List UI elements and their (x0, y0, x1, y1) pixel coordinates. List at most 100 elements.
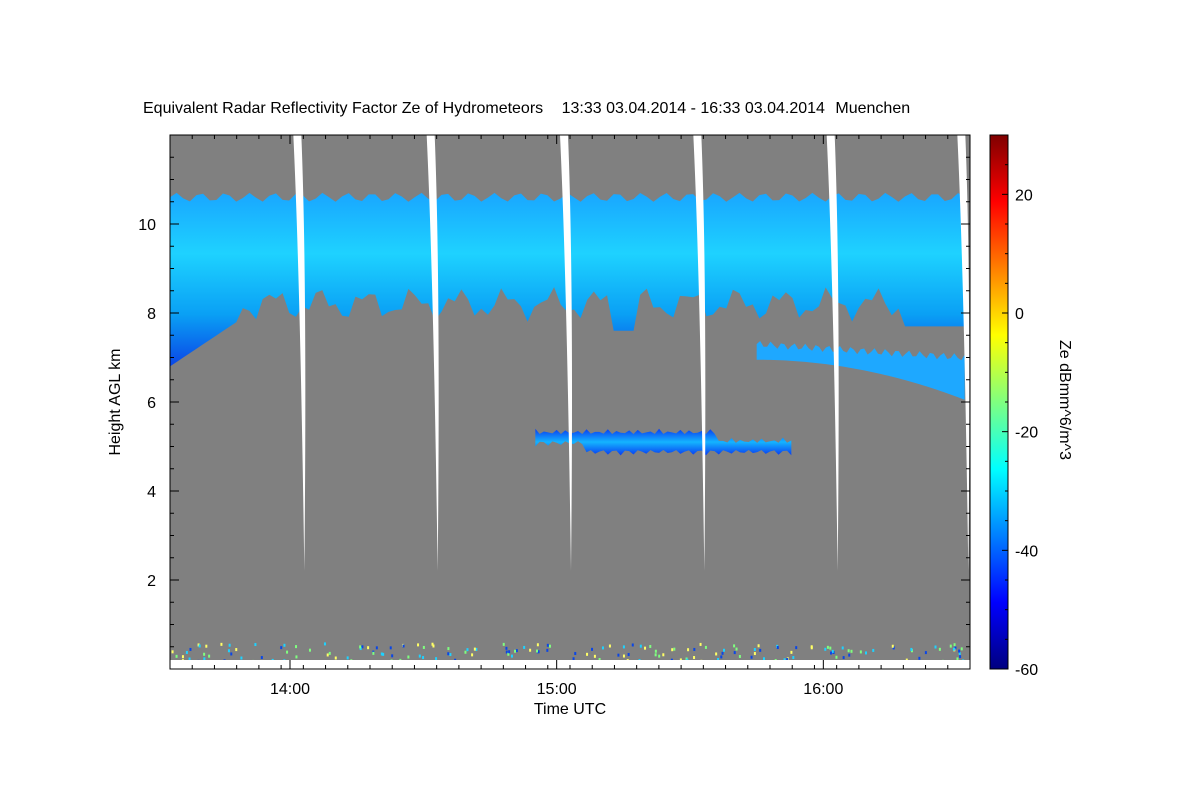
surface-clutter-pixel (662, 653, 664, 656)
surface-clutter-pixel (961, 647, 963, 650)
surface-clutter-pixel (754, 648, 756, 651)
surface-clutter-pixel (228, 649, 230, 652)
surface-clutter-pixel (751, 656, 753, 659)
surface-clutter-pixel (423, 646, 425, 649)
surface-clutter-pixel (705, 646, 707, 649)
surface-clutter-pixel (918, 657, 920, 660)
surface-clutter-pixel (447, 652, 449, 655)
surface-clutter-pixel (203, 653, 205, 656)
surface-clutter-pixel (591, 648, 593, 651)
surface-clutter-pixel (953, 648, 955, 651)
surface-clutter-pixel (693, 648, 695, 651)
surface-clutter-pixel (655, 653, 657, 656)
surface-clutter-pixel (722, 652, 724, 655)
surface-clutter-pixel (758, 644, 760, 647)
surface-clutter-pixel (295, 645, 297, 648)
surface-clutter-pixel (848, 649, 850, 652)
colorbar-tick-label: 20 (1015, 187, 1033, 204)
surface-clutter-pixel (381, 652, 383, 655)
chart-title: Equivalent Radar Reflectivity Factor Ze … (143, 100, 910, 117)
surface-clutter-pixel (763, 657, 765, 660)
y-tick-label: 10 (138, 217, 156, 234)
surface-clutter-pixel (208, 655, 210, 658)
surface-clutter-pixel (347, 656, 349, 659)
surface-clutter-pixel (835, 656, 837, 659)
surface-clutter-pixel (733, 644, 735, 647)
y-tick-label: 6 (147, 395, 156, 412)
surface-clutter-pixel (640, 645, 642, 648)
surface-clutter-pixel (230, 652, 232, 655)
colorbar-tick-label: -40 (1015, 543, 1038, 560)
surface-clutter-pixel (176, 655, 178, 658)
surface-clutter-pixel (327, 653, 329, 656)
surface-clutter-pixel (910, 648, 912, 651)
y-tick-label: 8 (147, 306, 156, 323)
chart-title-main: Equivalent Radar Reflectivity Factor Ze … (143, 100, 543, 117)
surface-clutter-pixel (602, 646, 604, 649)
surface-clutter-pixel (516, 649, 518, 652)
surface-clutter-pixel (508, 650, 510, 653)
surface-clutter-pixel (335, 657, 337, 660)
surface-clutter-pixel (795, 646, 797, 649)
surface-clutter-pixel (403, 644, 405, 647)
surface-clutter-pixel (720, 655, 722, 658)
surface-clutter-pixel (361, 645, 363, 648)
colorbar: -60-40-20020 Ze dBmm^6/m^3 (990, 135, 1073, 679)
surface-clutter-pixel (537, 643, 539, 646)
x-tick-label: 14:00 (270, 681, 310, 698)
surface-clutter-pixel (790, 651, 792, 654)
colorbar-tick-label: -60 (1015, 662, 1038, 679)
surface-clutter-pixel (466, 648, 468, 651)
surface-clutter-pixel (655, 650, 657, 653)
colorbar-tick-label: -20 (1015, 425, 1038, 442)
surface-clutter-pixel (549, 645, 551, 648)
chart-title-location: Muenchen (835, 100, 910, 117)
y-tick-label: 4 (147, 484, 156, 501)
surface-clutter-pixel (189, 648, 191, 651)
surface-clutter-pixel (261, 656, 263, 659)
surface-clutter-pixel (309, 649, 311, 652)
surface-clutter-pixel (505, 647, 507, 650)
surface-clutter-pixel (649, 645, 651, 648)
surface-clutter-pixel (715, 652, 717, 655)
surface-clutter-pixel (848, 654, 850, 657)
surface-clutter-pixel (573, 657, 575, 660)
y-tick-label: 2 (147, 573, 156, 590)
surface-clutter-pixel (329, 652, 331, 655)
surface-clutter-pixel (391, 654, 393, 657)
surface-clutter-pixel (736, 648, 738, 651)
surface-clutter-pixel (860, 650, 862, 653)
surface-clutter-pixel (422, 656, 424, 659)
surface-clutter-pixel (240, 657, 242, 660)
surface-clutter-pixel (199, 644, 201, 647)
surface-clutter-pixel (324, 642, 326, 645)
surface-clutter-pixel (958, 650, 960, 653)
surface-clutter-pixel (390, 646, 392, 649)
surface-clutter-pixel (280, 646, 282, 649)
surface-clutter-pixel (671, 648, 673, 651)
surface-clutter-pixel (546, 649, 548, 652)
surface-clutter-pixel (644, 647, 646, 650)
x-axis-title: Time UTC (534, 701, 606, 718)
plot-area (170, 135, 970, 669)
surface-clutter-pixel (954, 643, 956, 646)
surface-clutter-pixel (254, 643, 256, 646)
surface-clutter-pixel (935, 646, 937, 649)
surface-clutter-pixel (700, 643, 702, 646)
surface-clutter-pixel (950, 645, 952, 648)
x-tick-label: 15:00 (537, 681, 577, 698)
surface-clutter-pixel (723, 649, 725, 652)
surface-clutter-pixel (609, 645, 611, 648)
surface-clutter-pixel (295, 655, 297, 658)
surface-clutter-pixel (939, 648, 941, 651)
surface-clutter-pixel (574, 652, 576, 655)
surface-clutter-pixel (586, 653, 588, 656)
colorbar-title: Ze dBmm^6/m^3 (1056, 340, 1073, 460)
surface-clutter-pixel (959, 655, 961, 658)
surface-clutter-pixel (832, 650, 834, 653)
surface-clutter-pixel (777, 646, 779, 649)
surface-clutter-pixel (925, 651, 927, 654)
surface-clutter-pixel (687, 648, 689, 651)
surface-clutter-pixel (172, 650, 174, 653)
